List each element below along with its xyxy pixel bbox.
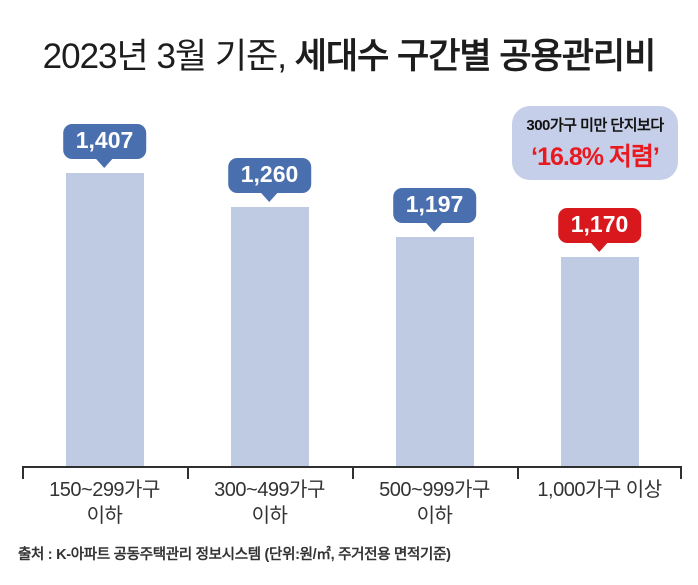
annotation-line1: 300가구 미만 단지보다 — [526, 116, 664, 134]
value-label: 1,407 — [75, 127, 134, 153]
x-axis-label-line1: 500~999가구 — [379, 479, 490, 501]
bubble-tail-icon — [260, 192, 279, 202]
x-axis-label: 150~299가구 이하 — [22, 477, 187, 529]
bar — [230, 207, 309, 467]
axis-tick — [352, 466, 354, 479]
value-bubble: 1,197 — [392, 188, 477, 232]
x-axis-label: 1,000가구 이상 — [517, 477, 682, 503]
bar — [395, 237, 474, 467]
bar — [65, 173, 144, 467]
bar-column-highlighted: 1,170 — [517, 0, 682, 467]
source-note: 출처 : K-아파트 공동주택관리 정보시스템 (단위:원/㎡, 주거전용 면적… — [18, 547, 451, 563]
x-axis-label-line2: 이하 — [416, 505, 453, 527]
value-bubble: 1,170 — [557, 208, 642, 252]
x-axis-label: 500~999가구 이하 — [352, 477, 517, 529]
axis-tick — [22, 466, 24, 479]
annotation-line2: ‘16.8% 저렴’ — [531, 142, 660, 171]
axis-tick — [517, 466, 519, 479]
x-axis-label-line1: 300~499가구 — [214, 479, 325, 501]
x-axis-label: 300~499가구 이하 — [187, 477, 352, 529]
page-title: 2023년 3월 기준, 세대수 구간별 공용관리비 — [0, 28, 698, 79]
x-axis-label-line1: 150~299가구 — [49, 479, 160, 501]
title-prefix: 2023년 3월 기준, — [42, 37, 295, 76]
annotation-card: 300가구 미만 단지보다 ‘16.8% 저렴’ — [512, 106, 678, 180]
value-bubble: 1,407 — [62, 124, 147, 168]
x-axis-label-line2: 이하 — [251, 505, 288, 527]
axis-tick — [187, 466, 189, 479]
title-emphasis: 세대수 구간별 공용관리비 — [294, 37, 657, 76]
bubble-tail-icon — [95, 158, 114, 168]
bar-column: 1,197 — [352, 0, 517, 467]
x-axis-label-line1: 1,000가구 이상 — [537, 479, 662, 501]
bar-column: 1,260 — [187, 0, 352, 467]
bar-chart: 1,407 1,260 1,197 1,170 — [22, 0, 682, 479]
axis-tick — [680, 466, 682, 479]
value-bubble: 1,260 — [227, 158, 312, 202]
x-axis-label-line2: 이하 — [86, 505, 123, 527]
value-label: 1,170 — [570, 211, 629, 237]
value-label: 1,197 — [405, 191, 464, 217]
bubble-tail-icon — [425, 222, 444, 232]
value-label: 1,260 — [240, 161, 299, 187]
bubble-tail-icon — [590, 242, 609, 252]
bar-column: 1,407 — [22, 0, 187, 467]
bar — [560, 257, 639, 467]
